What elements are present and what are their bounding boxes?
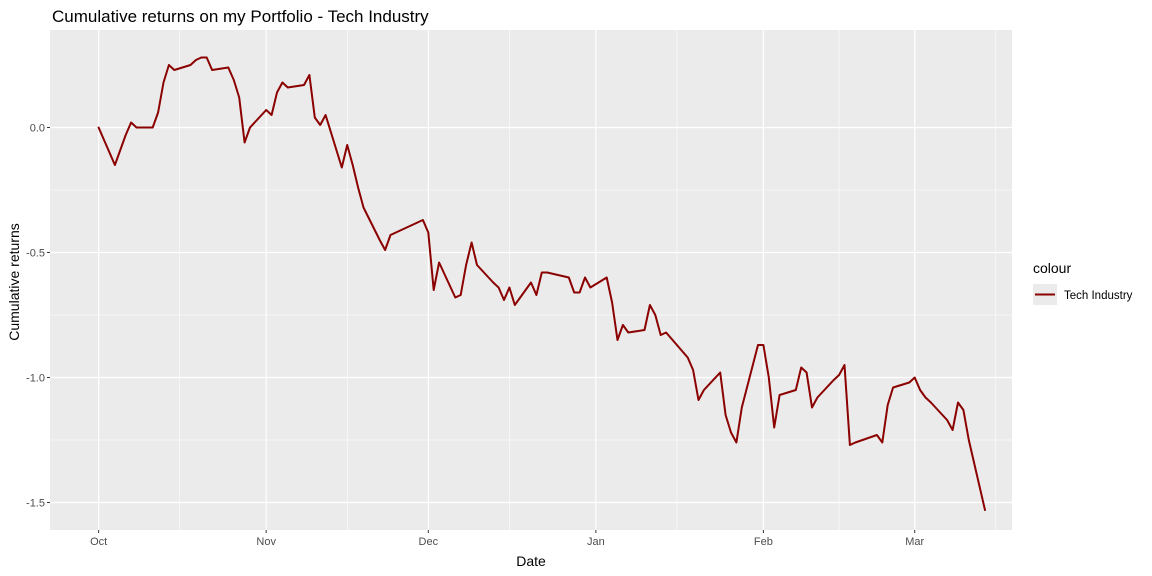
x-tick-label: Oct xyxy=(90,536,107,548)
y-axis: 0.0 -0.5 -1.0 -1.5 xyxy=(26,123,50,510)
series-line-tech-industry xyxy=(97,56,986,511)
y-tick-label: -0.5 xyxy=(26,248,45,260)
x-tick-label: Jan xyxy=(587,536,605,548)
y-tick-label: -1.0 xyxy=(26,373,45,385)
y-tick-label: 0.0 xyxy=(30,123,45,135)
chart-title: Cumulative returns on my Portfolio - Tec… xyxy=(52,7,429,26)
legend: colour Tech Industry xyxy=(1033,260,1133,305)
x-tick-label: Nov xyxy=(256,536,276,548)
legend-label-tech-industry: Tech Industry xyxy=(1064,290,1133,302)
minor-gridlines xyxy=(50,30,1012,530)
x-axis-title: Date xyxy=(516,553,546,569)
data-line xyxy=(97,56,986,511)
major-gridlines xyxy=(50,30,1012,530)
x-axis: Oct Nov Dec Jan Feb Mar xyxy=(90,530,925,548)
y-tick-label: -1.5 xyxy=(26,498,45,510)
y-axis-title: Cumulative returns xyxy=(6,223,22,341)
x-tick-label: Feb xyxy=(754,536,773,548)
x-tick-label: Dec xyxy=(419,536,439,548)
plot-panel xyxy=(50,30,1012,530)
x-tick-label: Mar xyxy=(905,536,924,548)
legend-title: colour xyxy=(1033,260,1071,276)
